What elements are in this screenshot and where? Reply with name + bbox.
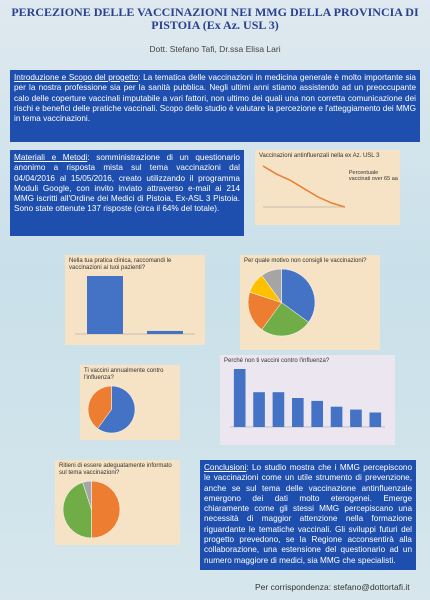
intro-label: Introduzione e Scopo del progetto [14, 73, 139, 82]
chart-title: Vaccinazioni antinfluenzali nella ex Az.… [259, 153, 380, 159]
pie-slice [281, 268, 316, 323]
bar [292, 398, 304, 427]
chart-panel: Ti vaccini annualmente contro l'influenz… [80, 365, 180, 440]
chart [87, 385, 136, 434]
intro-text: : La tematica delle vaccinazioni in medi… [14, 73, 416, 124]
bar [272, 392, 285, 427]
authors: Dott. Stefano Tafi, Dr.ssa Elisa Lari [149, 44, 281, 54]
bar [369, 412, 382, 427]
chart-panel: Nella tua pratica clinica, raccomandi le… [65, 255, 205, 345]
poster-title: PERCEZIONE DELLE VACCINAZIONI NEI MMG DE… [11, 5, 419, 32]
bar [253, 392, 265, 427]
conclusions-box: Conclusioni: Lo studio mostra che i MMG … [200, 460, 416, 570]
chart [75, 276, 195, 335]
chart-title: Ti vaccini annualmente contro l'influenz… [84, 368, 164, 381]
legend-label: Percentuale vaccinati over 65 aa [348, 170, 398, 182]
chart-panel: Ritieni di essere adeguatamente informat… [55, 460, 180, 545]
chart: Percentuale vaccinati over 65 aa [262, 165, 398, 208]
chart [247, 268, 316, 337]
chart-panel: Perché non ti vaccini contro l'influenza… [220, 355, 395, 445]
methods-text: : somministrazione di un questionario an… [14, 153, 240, 214]
bar [147, 330, 183, 334]
pie-slice [82, 480, 92, 510]
methods-label: Materiali e Metodi [14, 153, 88, 162]
methods-box: Materiali e Metodi: somministrazione di … [10, 150, 244, 236]
pie-slice [247, 291, 282, 330]
pie-slice [261, 302, 309, 337]
footer: Per corrispondenza: stefano@dottortafi.i… [255, 582, 410, 592]
chart-title: Per quale motivo non consigli le vaccina… [244, 258, 367, 264]
bar [350, 409, 362, 427]
bar [330, 406, 343, 427]
intro-box: Introduzione e Scopo del progetto: La te… [10, 70, 420, 142]
pie-slice [261, 268, 282, 304]
conclusions-text: : Lo studio mostra che i MMG percepiscon… [204, 463, 412, 565]
chart [230, 369, 385, 428]
bar [87, 276, 123, 334]
bar [233, 369, 246, 427]
pie-slice [91, 480, 121, 539]
chart-panel: Vaccinazioni antinfluenzali nella ex Az.… [255, 150, 400, 225]
line [262, 165, 346, 208]
chart-title: Nella tua pratica clinica, raccomandi le… [69, 258, 172, 271]
bar [311, 400, 323, 427]
chart-title: Perché non ti vaccini contro l'influenza… [224, 358, 330, 364]
chart-title: Ritieni di essere adeguatamente informat… [59, 463, 172, 476]
pie-slice [97, 385, 136, 434]
pie-slice [87, 385, 112, 429]
conclusions-label: Conclusioni [204, 463, 247, 472]
pie-slice [62, 482, 92, 539]
legend: Percentuale vaccinati over 65 aa [348, 170, 398, 182]
chart-panel: Per quale motivo non consigli le vaccina… [240, 255, 380, 350]
chart [62, 480, 121, 539]
